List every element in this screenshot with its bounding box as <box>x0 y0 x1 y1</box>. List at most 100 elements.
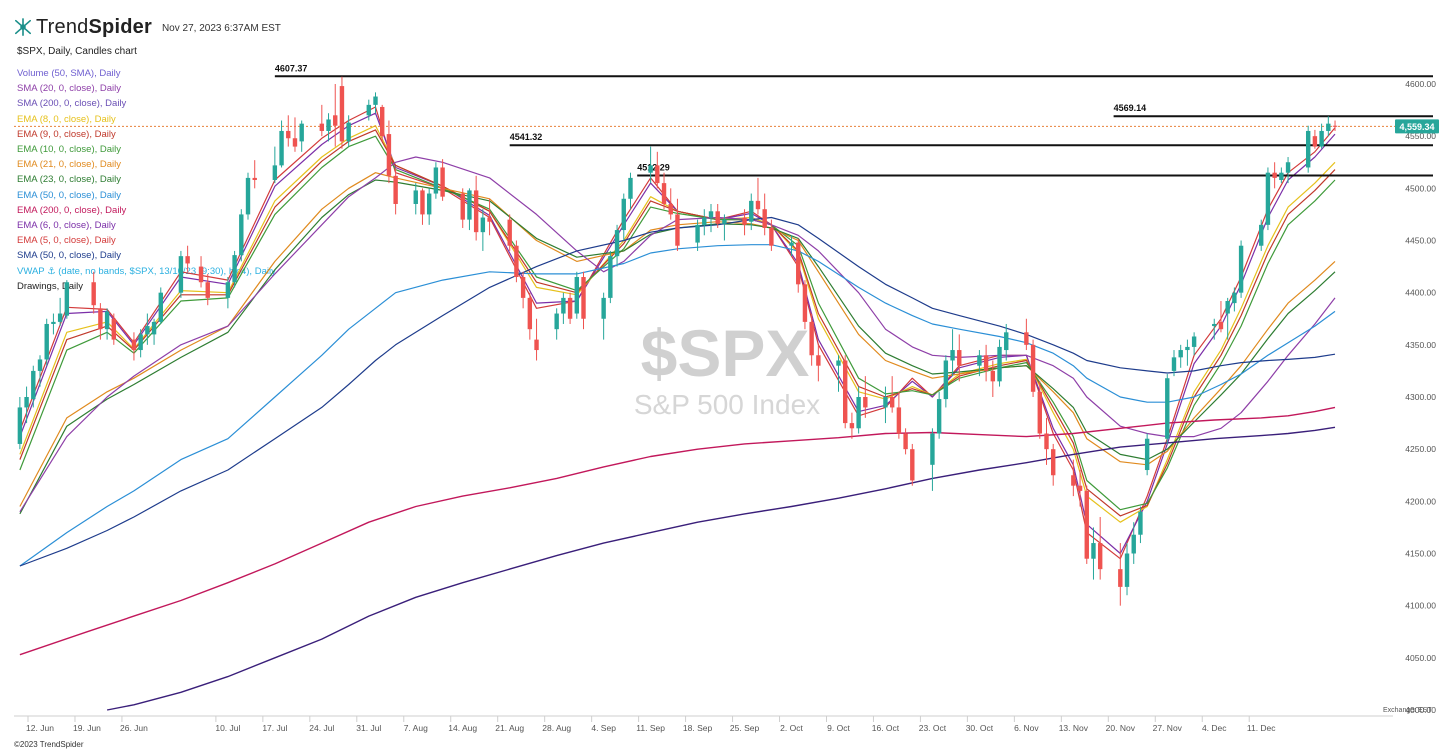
candle-body <box>232 255 237 283</box>
candle <box>1218 301 1224 333</box>
indicator-legend-item[interactable]: EMA (21, 0, close), Daily <box>17 159 122 171</box>
indicator-legend-item[interactable]: Volume (50, SMA), Daily <box>17 68 121 79</box>
candle-body <box>910 449 915 481</box>
x-tick-label: 14. Aug <box>448 723 477 733</box>
candle <box>1124 543 1130 596</box>
candle <box>1238 240 1244 298</box>
indicator-legend-item[interactable]: SMA (20, 0, close), Daily <box>17 83 122 95</box>
candle <box>957 334 962 382</box>
candle <box>621 193 626 241</box>
candle <box>983 344 989 382</box>
candle-body <box>131 339 137 351</box>
candle-body <box>554 313 559 330</box>
candle-body <box>527 297 533 330</box>
candle <box>668 188 673 220</box>
indicator-legend-item[interactable]: Drawings, Daily <box>17 280 83 292</box>
candle-body <box>1051 449 1056 476</box>
candle-body <box>225 282 231 298</box>
candle <box>507 214 512 251</box>
candle-body <box>1044 433 1049 450</box>
indicator-legend-item[interactable]: SMA (50, 0, close), Daily <box>17 250 122 262</box>
indicator-legend-item[interactable]: EMA (9, 0, close), Daily <box>17 128 116 140</box>
indicator-legend-item[interactable]: EMA (50, 0, close), Daily <box>17 189 122 201</box>
candle <box>380 104 385 142</box>
candle <box>366 99 371 121</box>
candle-body <box>695 224 700 243</box>
candle-body <box>1185 346 1190 351</box>
candle-body <box>51 321 56 324</box>
candle <box>1225 297 1230 340</box>
candle-body <box>836 360 841 366</box>
candle-body <box>333 115 338 126</box>
candle-body <box>1305 130 1311 168</box>
candle-body <box>198 266 204 283</box>
candle-body <box>762 209 767 228</box>
last-price-tag-label: 4,559.34 <box>1399 122 1434 132</box>
candle-body <box>98 308 103 330</box>
indicator-legend-item[interactable]: EMA (10, 0, close), Daily <box>17 144 122 156</box>
candle-body <box>702 217 707 225</box>
candle-body <box>520 277 526 298</box>
candle-body <box>252 177 257 180</box>
candle <box>205 273 210 306</box>
candle <box>104 308 110 340</box>
indicator-legend-item[interactable]: EMA (23, 0, close), Daily <box>17 174 122 186</box>
ticker-watermark: $SPX S&P 500 Index <box>634 316 820 420</box>
candle-body <box>1332 125 1338 127</box>
indicator-legend-item[interactable]: SMA (200, 0, close), Daily <box>17 98 127 110</box>
candle-body <box>1171 357 1177 371</box>
candle <box>1131 522 1136 564</box>
candle-body <box>44 323 49 360</box>
candle-body <box>279 130 284 166</box>
candle <box>849 412 855 439</box>
candle-body <box>37 359 43 371</box>
candle <box>1091 527 1096 580</box>
candle-body <box>145 326 150 335</box>
y-tick-label: 4050.00 <box>1405 653 1436 663</box>
candle-body <box>1024 332 1029 345</box>
x-tick-label: 21. Aug <box>495 723 524 733</box>
candle-body <box>386 134 392 176</box>
candle-body <box>111 318 117 340</box>
candle-body <box>1279 172 1284 180</box>
candle-body <box>1071 475 1076 486</box>
candle-body <box>648 165 653 173</box>
candle-body <box>977 355 982 366</box>
candle <box>1279 167 1284 184</box>
candle-body <box>64 282 70 316</box>
candle-body <box>1097 543 1103 570</box>
y-tick-label: 4150.00 <box>1405 549 1436 559</box>
candle-body <box>628 177 633 199</box>
candle <box>1051 443 1056 486</box>
candle-body <box>272 165 278 180</box>
y-tick-label: 4100.00 <box>1405 601 1436 611</box>
indicator-legend-item[interactable]: EMA (200, 0, close), Daily <box>17 204 127 216</box>
candle <box>1185 339 1190 366</box>
indicator-legend-item[interactable]: EMA (5, 0, close), Daily <box>17 235 116 247</box>
candle <box>460 188 465 228</box>
indicator-legend: Volume (50, SMA), Daily SMA (20, 0, close… <box>17 66 276 294</box>
candle-body <box>715 211 720 224</box>
candle-body <box>17 407 23 444</box>
candle <box>198 256 204 288</box>
candle <box>910 443 915 486</box>
candle-body <box>1238 245 1244 293</box>
candle <box>514 240 519 283</box>
candle-body <box>668 203 673 215</box>
series-line-ema-200 <box>19 406 1336 656</box>
indicator-legend-item[interactable]: VWAP ⚓ (date, no bands, $SPX, 13/10/23 (… <box>17 265 276 277</box>
candle-body <box>1165 378 1170 439</box>
candle-body <box>326 119 331 131</box>
candle <box>339 76 345 149</box>
candle <box>695 219 700 251</box>
candle-body <box>802 284 808 322</box>
x-tick-label: 7. Aug <box>404 723 428 733</box>
indicator-legend-item[interactable]: EMA (6, 0, close), Daily <box>17 220 116 232</box>
candle <box>393 167 398 215</box>
candle <box>1178 344 1183 368</box>
indicator-legend-item[interactable]: EMA (8, 0, close), Daily <box>17 113 116 125</box>
candle <box>977 350 982 377</box>
y-tick-label: 4450.00 <box>1405 236 1436 246</box>
candle <box>1165 374 1170 444</box>
